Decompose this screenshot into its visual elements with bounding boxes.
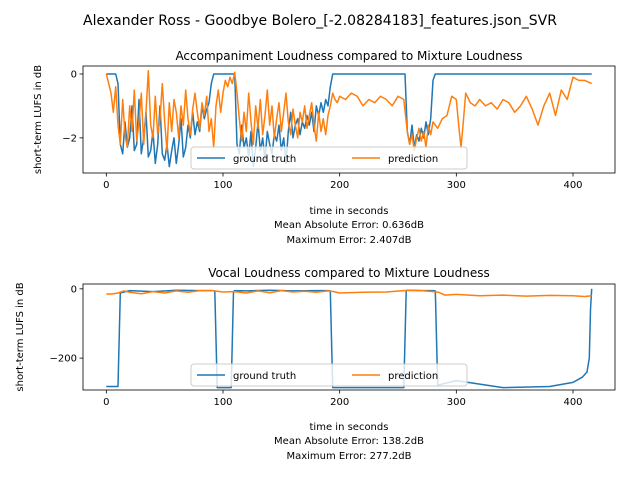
x-tick-label: 400: [563, 397, 582, 408]
legend-box: [190, 146, 468, 170]
metric-text: Maximum Error: 277.2dB: [286, 451, 411, 462]
y-tick-label: −2: [62, 133, 77, 144]
y-tick-label: 0: [71, 284, 77, 295]
x-tick-label: 300: [447, 397, 466, 408]
metric-text: Maximum Error: 2.407dB: [286, 235, 411, 246]
chart-title: Vocal Loudness compared to Mixture Loudn…: [208, 266, 490, 280]
legend: ground truth prediction: [190, 363, 468, 387]
x-tick-label: 0: [103, 180, 109, 191]
legend-label: prediction: [388, 154, 438, 165]
series-line-prediction: [105, 70, 593, 152]
chart-1: Accompaniment Loudness compared to Mixtu…: [33, 49, 616, 246]
x-tick-label: 100: [213, 397, 232, 408]
metric-text: Mean Absolute Error: 0.636dB: [274, 220, 424, 231]
legend-label: ground truth: [233, 371, 296, 382]
y-axis-label: short-term LUFS in dB: [33, 65, 44, 174]
plot-frame: [82, 65, 616, 174]
metric-text: Mean Absolute Error: 138.2dB: [274, 436, 424, 447]
y-tick-label: 0: [71, 69, 77, 80]
figure-title: Alexander Ross - Goodbye Bolero_[-2.0828…: [83, 13, 557, 29]
chart-2: Vocal Loudness compared to Mixture Loudn…: [15, 266, 616, 462]
legend-box: [190, 363, 468, 387]
x-tick-label: 400: [563, 180, 582, 191]
charts-container: Accompaniment Loudness compared to Mixtu…: [15, 49, 616, 462]
series-group: [106, 288, 593, 389]
chart-title: Accompaniment Loudness compared to Mixtu…: [175, 49, 522, 63]
plot-frame: [82, 283, 616, 391]
x-tick-label: 300: [447, 180, 466, 191]
legend-label: prediction: [388, 371, 438, 382]
x-tick-label: 200: [330, 397, 349, 408]
y-axis-label: short-term LUFS in dB: [15, 282, 26, 391]
x-tick-label: 0: [103, 397, 109, 408]
x-tick-label: 200: [330, 180, 349, 191]
y-tick-label: −200: [50, 354, 77, 365]
x-axis-label: time in seconds: [310, 206, 389, 217]
x-axis-label: time in seconds: [310, 422, 389, 433]
x-tick-label: 100: [213, 180, 232, 191]
legend-label: ground truth: [233, 154, 296, 165]
series-line-prediction: [106, 289, 592, 298]
legend: ground truth prediction: [190, 146, 468, 170]
